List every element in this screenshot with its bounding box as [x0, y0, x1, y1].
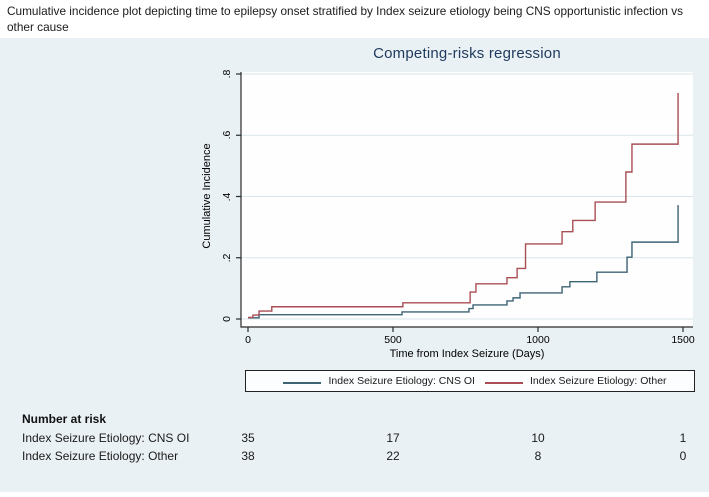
axis-lines — [240, 72, 693, 328]
other-curve — [248, 92, 679, 319]
y-tick-label: 0 — [221, 316, 233, 322]
risk-value: 17 — [386, 431, 400, 445]
y-tick-label: .8 — [221, 69, 233, 79]
cns-oi-curve — [248, 205, 679, 319]
plot-area — [236, 72, 693, 332]
legend-item-other: Index Seizure Etiology: Other — [475, 375, 667, 387]
y-tick-label: .6 — [221, 130, 233, 140]
risk-value: 1 — [679, 431, 687, 445]
number-at-risk-header: Number at risk — [22, 412, 107, 426]
figure-caption: Cumulative incidence plot depicting time… — [7, 4, 684, 35]
figure: Competing-risks regression Time from Ind… — [0, 38, 709, 492]
risk-value: 0 — [679, 449, 687, 463]
legend-item-cns-oi: Index Seizure Etiology: CNS OI — [273, 375, 475, 387]
x-tick-label: 0 — [245, 334, 251, 346]
plot-background — [241, 72, 693, 327]
risk-value: 35 — [241, 431, 255, 445]
risk-value: 22 — [386, 449, 400, 463]
x-tick-label: 1500 — [671, 334, 695, 346]
x-axis-title: Time from Index Seizure (Days) — [389, 348, 545, 360]
risk-value: 38 — [241, 449, 255, 463]
other-line-swatch — [484, 382, 523, 384]
x-tick-label: 500 — [384, 334, 402, 346]
risk-value: 8 — [534, 449, 542, 463]
y-tick-label: .2 — [221, 253, 233, 263]
y-tick-label: .4 — [221, 192, 233, 201]
legend-label-other: Index Seizure Etiology: Other — [529, 375, 667, 387]
risk-row-label-other: Index Seizure Etiology: Other — [22, 449, 179, 463]
x-tick-label: 1000 — [526, 334, 550, 346]
legend: Index Seizure Etiology: CNS OI Index Sei… — [245, 370, 695, 392]
cns-oi-line-swatch — [283, 382, 322, 384]
legend-label-cns-oi: Index Seizure Etiology: CNS OI — [328, 375, 475, 387]
risk-row-label-cns-oi: Index Seizure Etiology: CNS OI — [22, 431, 190, 445]
risk-value: 10 — [531, 431, 545, 445]
chart-title: Competing-risks regression — [373, 45, 561, 62]
y-axis-title: Cumulative Incidence — [201, 143, 213, 249]
